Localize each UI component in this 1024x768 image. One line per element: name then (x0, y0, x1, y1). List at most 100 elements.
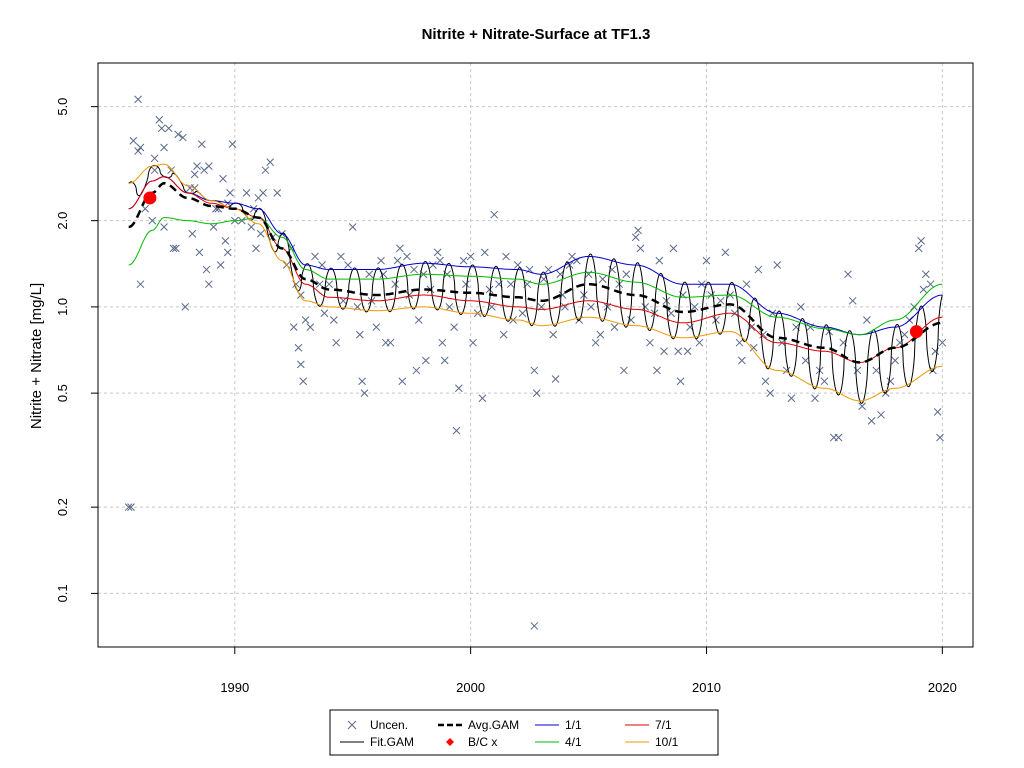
observation-point (891, 356, 900, 365)
grid (98, 63, 973, 647)
observation-point (811, 394, 819, 403)
observation-point (396, 244, 404, 253)
observation-point (872, 366, 881, 375)
observation-point (247, 223, 256, 231)
observation-point (669, 244, 678, 253)
observation-point (646, 338, 654, 347)
observation-point (204, 280, 213, 289)
observation-point (921, 270, 930, 279)
observation-point (530, 622, 539, 630)
observation-point (171, 244, 180, 253)
observation-point (412, 366, 421, 375)
observation-point (502, 252, 510, 261)
bc-point (143, 191, 157, 205)
y-tick-label: 0.2 (55, 498, 70, 516)
observation-point (157, 124, 166, 133)
observation-point (844, 270, 852, 279)
series-line-1-1 (128, 176, 943, 336)
bc-points (143, 191, 923, 339)
observation-point (926, 280, 935, 289)
observation-point (877, 410, 885, 419)
observation-point (301, 316, 310, 324)
observation-point (289, 323, 298, 331)
observation-point (372, 323, 381, 331)
observation-point (202, 265, 211, 274)
seasonal-series (128, 163, 943, 402)
observation-point (438, 338, 447, 347)
observation-point (712, 316, 720, 324)
observation-point (391, 280, 400, 289)
observation-points (124, 95, 947, 630)
legend-label: 7/1 (655, 718, 672, 732)
observation-point (329, 316, 338, 324)
observation-point (150, 154, 159, 163)
y-tick-label: 0.5 (55, 384, 70, 402)
observation-point (311, 252, 319, 261)
observation-point (266, 158, 275, 167)
observation-point (450, 323, 458, 331)
observation-point (365, 270, 374, 279)
observation-point (405, 291, 414, 299)
observation-point (853, 366, 862, 375)
observation-point (544, 265, 553, 274)
observation-point (610, 323, 619, 331)
observation-point (273, 189, 282, 197)
observation-point (393, 256, 402, 265)
observation-point (730, 309, 739, 318)
observation-point (914, 244, 923, 253)
observation-point (900, 330, 909, 339)
observation-point (858, 402, 867, 411)
observation-point (796, 303, 805, 311)
observation-point (410, 265, 418, 274)
observation-point (193, 162, 201, 170)
observation-point (631, 233, 640, 242)
observation-point (358, 377, 367, 386)
observation-point (695, 338, 704, 347)
observation-point (216, 261, 225, 269)
observation-point (433, 248, 442, 257)
observation-point (766, 389, 775, 397)
observation-point (136, 280, 145, 289)
observation-point (820, 377, 829, 386)
observation-point (129, 136, 138, 145)
observation-point (499, 330, 508, 339)
observation-point (160, 143, 168, 152)
observation-point (587, 303, 595, 311)
observation-point (620, 366, 628, 375)
observation-point (204, 162, 213, 170)
observation-point (591, 338, 600, 347)
observation-point (181, 303, 190, 311)
observation-point (801, 356, 810, 365)
observation-point (530, 366, 539, 375)
observation-point (490, 210, 499, 219)
observation-point (787, 394, 796, 403)
observation-point (584, 270, 593, 279)
observation-point (261, 166, 270, 175)
series-line-7-1 (128, 176, 943, 363)
observation-point (179, 133, 187, 142)
observation-point (452, 426, 461, 435)
observation-point (167, 166, 175, 175)
legend-label: 10/1 (655, 735, 679, 749)
observation-point (174, 130, 183, 139)
observation-point (355, 330, 364, 339)
plot-frame (97, 62, 974, 648)
observation-point (636, 244, 645, 253)
y-tick-label: 5.0 (55, 98, 70, 116)
bc-point (909, 325, 923, 339)
observation-point (754, 265, 763, 274)
chart-title: Nitrite + Nitrate-Surface at TF1.3 (422, 26, 651, 43)
observation-point (462, 280, 470, 289)
observation-point (478, 394, 487, 403)
y-axis-label: Nitrite + Nitrate [mg/L] (28, 283, 45, 429)
observation-point (655, 256, 664, 265)
legend-label: 4/1 (565, 735, 582, 749)
x-axis: 1990 2000 2010 2020 (220, 647, 957, 695)
observation-point (221, 237, 230, 245)
observation-point (749, 343, 758, 352)
observation-point (917, 237, 925, 245)
observation-point (306, 323, 315, 331)
series-line-4-1 (128, 217, 943, 336)
observation-point (641, 303, 650, 311)
